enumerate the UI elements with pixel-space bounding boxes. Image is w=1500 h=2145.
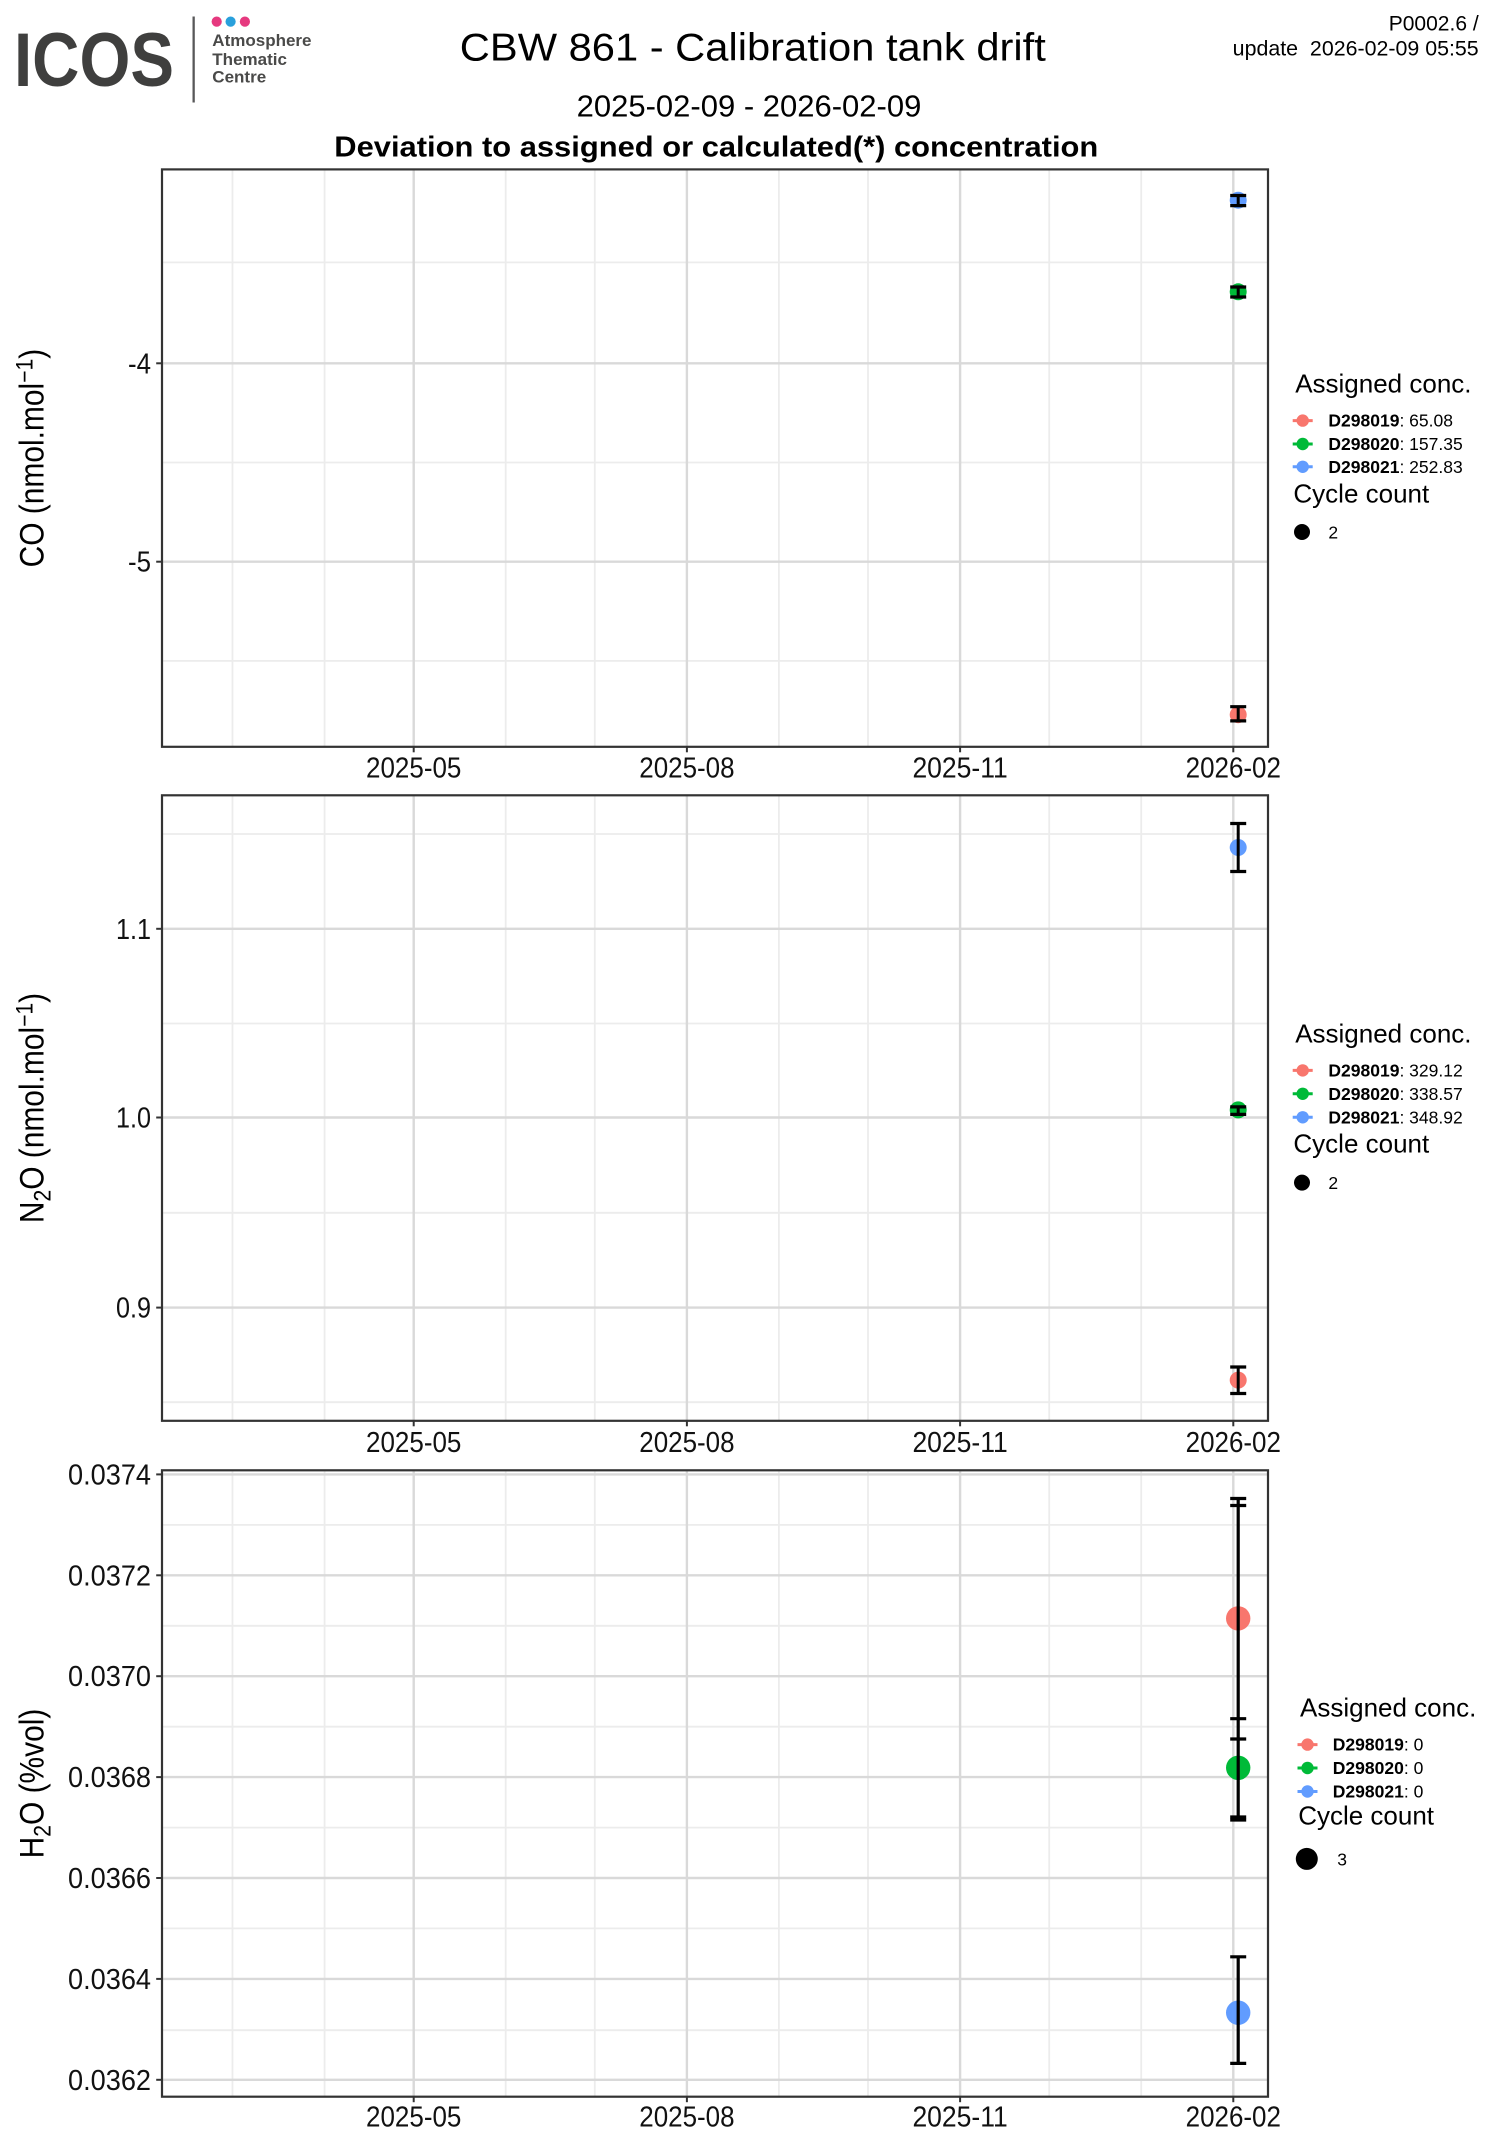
svg-text:Cycle count: Cycle count (1293, 1129, 1430, 1159)
svg-text:2: 2 (1328, 523, 1338, 543)
svg-text:ICOS: ICOS (14, 18, 174, 103)
svg-text:1.0: 1.0 (116, 1103, 151, 1135)
svg-text:Assigned conc.: Assigned conc. (1295, 369, 1471, 399)
svg-text:N2O (nmol.mol−1): N2O (nmol.mol−1) (11, 993, 56, 1223)
svg-text:2025-11: 2025-11 (912, 753, 1007, 785)
svg-text:2026-02: 2026-02 (1186, 2102, 1281, 2134)
svg-text:0.0368: 0.0368 (68, 1762, 151, 1794)
svg-text:Centre: Centre (212, 68, 266, 87)
svg-text:2025-11: 2025-11 (912, 1427, 1007, 1459)
svg-text:D298019: 0: D298019: 0 (1333, 1735, 1424, 1755)
svg-text:D298021: 252.83: D298021: 252.83 (1328, 457, 1462, 477)
svg-text:0.0366: 0.0366 (68, 1863, 151, 1895)
svg-text:0.0370: 0.0370 (68, 1661, 151, 1693)
svg-text:Thematic: Thematic (212, 50, 287, 69)
svg-text:0.9: 0.9 (116, 1293, 151, 1325)
svg-text:0.0372: 0.0372 (68, 1560, 151, 1592)
svg-text:D298021: 348.92: D298021: 348.92 (1328, 1107, 1462, 1127)
svg-text:2025-08: 2025-08 (639, 1427, 734, 1459)
svg-text:Cycle count: Cycle count (1293, 479, 1430, 509)
svg-text:2025-05: 2025-05 (366, 2102, 461, 2134)
svg-text:2026-02: 2026-02 (1186, 1427, 1281, 1459)
svg-text:P0002.6 /: P0002.6 / (1389, 13, 1479, 36)
svg-text:2025-05: 2025-05 (366, 1427, 461, 1459)
svg-text:0.0362: 0.0362 (68, 2065, 151, 2097)
svg-text:2026-02: 2026-02 (1186, 753, 1281, 785)
svg-text:D298019: 329.12: D298019: 329.12 (1328, 1060, 1462, 1080)
svg-text:-5: -5 (128, 547, 151, 579)
svg-text:CBW 861 - Calibration tank dri: CBW 861 - Calibration tank drift (460, 27, 1046, 70)
svg-text:2025-08: 2025-08 (639, 753, 734, 785)
svg-text:2025-11: 2025-11 (912, 2102, 1007, 2134)
svg-text:update 2026-02-09 05:55: update 2026-02-09 05:55 (1233, 38, 1479, 61)
svg-text:2025-08: 2025-08 (639, 2102, 734, 2134)
svg-text:D298020: 0: D298020: 0 (1333, 1758, 1424, 1778)
svg-text:Deviation to assigned or calcu: Deviation to assigned or calculated(*) c… (334, 131, 1098, 163)
svg-text:Cycle count: Cycle count (1298, 1801, 1435, 1831)
svg-text:-4: -4 (128, 348, 151, 380)
svg-text:0.0364: 0.0364 (68, 1964, 151, 1996)
svg-text:D298021: 0: D298021: 0 (1333, 1782, 1424, 1802)
svg-text:Atmosphere: Atmosphere (212, 31, 311, 50)
svg-text:Assigned conc.: Assigned conc. (1295, 1019, 1471, 1049)
svg-text:Assigned conc.: Assigned conc. (1300, 1693, 1476, 1723)
svg-text:3: 3 (1337, 1849, 1347, 1869)
svg-text:0.0374: 0.0374 (68, 1459, 151, 1491)
svg-text:D298020: 338.57: D298020: 338.57 (1328, 1084, 1462, 1104)
svg-text:CO (nmol.mol−1): CO (nmol.mol−1) (11, 349, 51, 568)
svg-text:2025-05: 2025-05 (366, 753, 461, 785)
svg-text:D298019: 65.08: D298019: 65.08 (1328, 411, 1453, 431)
svg-text:2025-02-09 - 2026-02-09: 2025-02-09 - 2026-02-09 (577, 89, 922, 124)
svg-text:1.1: 1.1 (116, 914, 151, 946)
svg-text:D298020: 157.35: D298020: 157.35 (1328, 434, 1462, 454)
svg-text:2: 2 (1328, 1173, 1338, 1193)
